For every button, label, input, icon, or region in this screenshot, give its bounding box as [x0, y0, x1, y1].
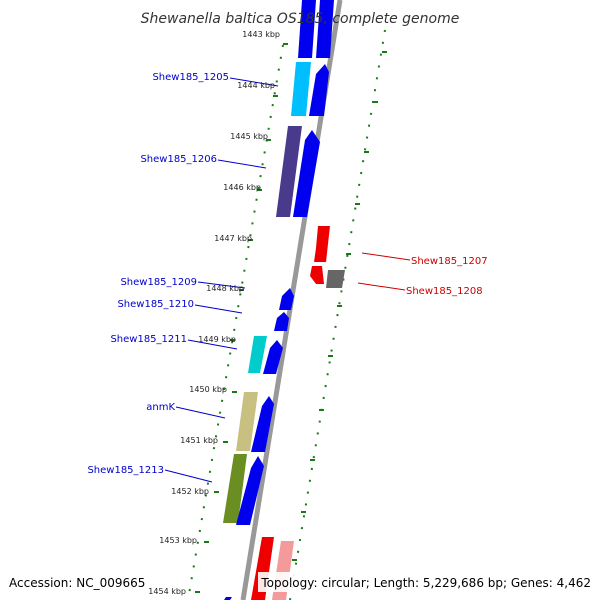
- kbp-label: 1450 kbp: [189, 385, 227, 394]
- footer-topology-bg: [258, 572, 596, 592]
- right-dotted-ruler: [289, 29, 386, 600]
- left-dotted-ruler: [187, 44, 284, 600]
- gene-block: [223, 454, 247, 523]
- leader-lines: [164, 77, 411, 483]
- footer-accession-bg: [6, 572, 146, 592]
- tick-marks: [195, 43, 387, 593]
- gene-block: [326, 270, 345, 288]
- kbp-label: 1448 kbp: [206, 284, 244, 293]
- footer-topology: Topology: circular; Length: 5,229,686 bp…: [260, 576, 591, 590]
- kbp-label: 1454 kbp: [148, 587, 186, 596]
- gene-block: [298, 0, 316, 58]
- kbp-label: 1451 kbp: [180, 436, 218, 445]
- gene-label-shew185-1205[interactable]: Shew185_1205: [152, 72, 229, 83]
- gene-block: [251, 537, 274, 600]
- gene-label-shew185-1206[interactable]: Shew185_1206: [140, 154, 217, 165]
- footer-accession: Accession: NC_009665: [9, 576, 145, 590]
- gene-block: [310, 266, 324, 284]
- kbp-tick-labels: 1443 kbp 1444 kbp 1445 kbp 1446 kbp 1447…: [148, 30, 280, 596]
- gene-label-shew185-1208[interactable]: Shew185_1208: [406, 286, 483, 297]
- gene-block: [224, 597, 232, 600]
- gene-block: [248, 336, 267, 373]
- gene-label-anmk[interactable]: anmK: [146, 402, 175, 413]
- kbp-label: 1446 kbp: [223, 183, 261, 192]
- gene-label-shew185-1213[interactable]: Shew185_1213: [87, 465, 164, 476]
- page-title: Shewanella baltica OS185, complete genom…: [141, 11, 460, 27]
- gene-block: [309, 64, 329, 116]
- gene-blocks: [223, 0, 345, 600]
- gene-block: [314, 226, 330, 262]
- kbp-label: 1445 kbp: [230, 132, 268, 141]
- gene-block: [279, 288, 294, 310]
- gene-labels: Shew185_1205 Shew185_1206 Shew185_1209 S…: [87, 72, 487, 476]
- kbp-label: 1453 kbp: [159, 536, 197, 545]
- kbp-label: 1443 kbp: [242, 30, 280, 39]
- gene-label-shew185-1207[interactable]: Shew185_1207: [411, 256, 488, 267]
- gene-block: [236, 456, 264, 525]
- gene-block: [291, 62, 311, 116]
- gene-block: [274, 312, 289, 331]
- kbp-label: 1444 kbp: [237, 81, 275, 90]
- gene-block: [251, 396, 274, 452]
- gene-label-shew185-1210[interactable]: Shew185_1210: [117, 299, 194, 310]
- gene-block: [316, 0, 334, 58]
- kbp-label: 1452 kbp: [171, 487, 209, 496]
- kbp-label: 1447 kbp: [214, 234, 252, 243]
- gene-block: [293, 130, 320, 217]
- gene-block: [236, 392, 258, 451]
- gene-label-shew185-1211[interactable]: Shew185_1211: [110, 334, 187, 345]
- gene-block: [276, 126, 302, 217]
- kbp-label: 1449 kbp: [198, 335, 236, 344]
- gene-label-shew185-1209[interactable]: Shew185_1209: [120, 277, 197, 288]
- gene-block: [263, 340, 283, 374]
